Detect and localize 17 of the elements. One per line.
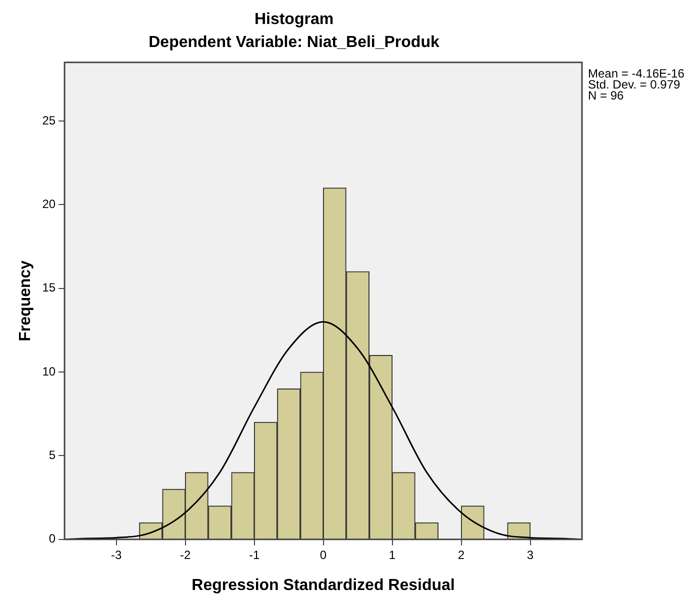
x-tick-label: -3 <box>110 548 122 562</box>
x-tick-label: 1 <box>388 548 396 562</box>
y-tick-label: 15 <box>42 280 56 295</box>
y-tick-label: 20 <box>42 196 56 211</box>
x-tick-label: 2 <box>458 548 465 562</box>
y-axis-title: Frequency <box>17 260 34 342</box>
y-tick-label: 5 <box>48 448 56 462</box>
chart-title: Histogram <box>254 11 334 28</box>
y-tick-label: 0 <box>48 532 56 546</box>
y-tick-label: 10 <box>42 364 56 378</box>
x-tick-label: 0 <box>320 548 327 562</box>
x-tick-label: -2 <box>180 548 191 562</box>
x-tick-label: 3 <box>526 548 534 562</box>
x-tick-label: -1 <box>248 548 260 562</box>
x-axis-title: Regression Standardized Residual <box>192 576 455 594</box>
y-tick-label: 25 <box>42 113 56 128</box>
chart-subtitle: Dependent Variable: Niat_Beli_Produk <box>148 34 440 52</box>
